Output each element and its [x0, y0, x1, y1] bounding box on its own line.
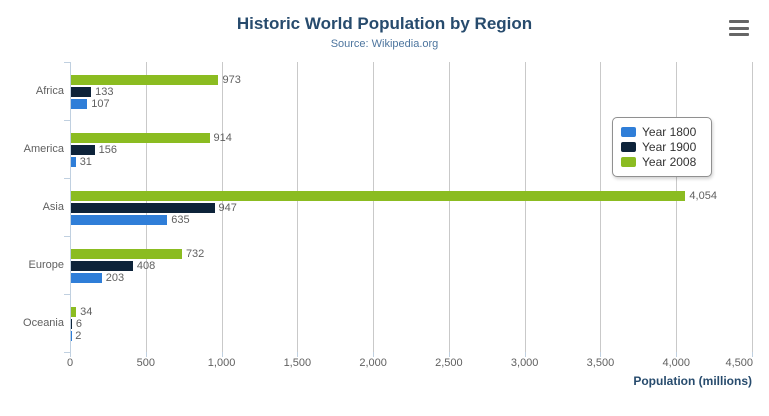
x-axis-tick-label: 4,000: [662, 357, 690, 369]
bar-asia-year-2008[interactable]: [71, 191, 686, 201]
y-axis-tick: [64, 236, 70, 237]
gridline: [752, 62, 753, 352]
data-label: 408: [136, 260, 156, 272]
x-axis-tick: [600, 352, 602, 357]
category-label-africa: Africa: [35, 85, 64, 97]
chart-title: Historic World Population by Region: [236, 14, 533, 33]
bar-asia-year-1800[interactable]: [71, 215, 168, 225]
data-label: 2: [75, 330, 82, 342]
data-label: 635: [171, 214, 190, 226]
plot-area: 973 133 107 914 156 31 4,054 947 635 732 408 203 34 6…: [70, 62, 753, 352]
data-label: 947: [218, 202, 237, 214]
bar-africa-year-1900[interactable]: [71, 87, 92, 97]
legend-item-year-2008[interactable]: Year 2008: [621, 155, 703, 169]
bar-america-year-1800[interactable]: [71, 157, 76, 167]
y-axis-tick: [64, 120, 70, 121]
x-axis-tick: [297, 352, 299, 357]
y-axis-tick: [64, 178, 70, 179]
hamburger-bar: [729, 26, 749, 30]
x-axis-tick-label: 3,000: [510, 357, 539, 369]
bar-asia-year-1900[interactable]: [71, 203, 215, 213]
bar-oceania-year-2008[interactable]: [71, 307, 77, 317]
y-axis-tick: [64, 62, 70, 63]
x-axis-tick-label: 2,000: [359, 357, 387, 369]
legend-swatch-icon: [621, 157, 636, 167]
x-axis-tick: [448, 352, 450, 357]
bar-africa-year-1800[interactable]: [71, 99, 88, 109]
legend-swatch-icon: [621, 127, 636, 137]
data-label: 31: [79, 156, 92, 168]
x-axis-tick-label: 500: [136, 357, 155, 369]
data-label: 914: [213, 132, 232, 144]
gridline: [297, 62, 299, 352]
data-label: 203: [105, 272, 125, 284]
bar-america-year-2008[interactable]: [71, 133, 210, 143]
gridline: [448, 62, 450, 352]
gridline: [600, 62, 602, 352]
legend-label: Year 1900: [642, 140, 697, 154]
data-label: 156: [98, 144, 117, 156]
data-label: 34: [80, 306, 93, 318]
x-axis-tick-label: 1,500: [283, 357, 312, 369]
chart-subtitle: Source: Wikipedia.org: [330, 38, 439, 50]
hamburger-bar: [729, 20, 749, 24]
x-axis-tick-label: 0: [66, 357, 74, 369]
bar-europe-year-2008[interactable]: [71, 249, 182, 259]
x-axis-tick-label: 1,000: [207, 357, 236, 369]
x-axis-tick: [145, 352, 147, 357]
category-label-oceania: Oceania: [23, 317, 64, 329]
bar-oceania-year-1900[interactable]: [71, 319, 72, 329]
legend: Year 1800 Year 1900 Year 2008: [612, 117, 712, 177]
x-axis-title: Population (millions): [633, 374, 752, 388]
x-axis-tick: [373, 352, 375, 357]
x-axis-tick-label: 3,500: [586, 357, 615, 369]
data-label: 973: [222, 74, 241, 86]
data-label: 4,054: [689, 190, 717, 202]
x-axis-tick: [752, 352, 753, 357]
data-label: 107: [91, 98, 110, 110]
gridline: [221, 62, 223, 352]
x-axis-tick: [524, 352, 526, 357]
x-axis-tick-label: 4,500: [725, 357, 753, 369]
bar-europe-year-1800[interactable]: [71, 273, 102, 283]
gridline: [373, 62, 375, 352]
y-axis-tick: [64, 352, 70, 353]
data-label: 732: [185, 248, 205, 260]
x-axis-tick: [221, 352, 223, 357]
hamburger-bar: [729, 33, 749, 37]
data-label: 6: [75, 318, 83, 330]
y-axis-tick: [64, 294, 70, 295]
gridline: [676, 62, 678, 352]
category-label-asia: Asia: [42, 201, 64, 213]
category-label-europe: Europe: [28, 259, 64, 271]
x-axis-tick-label: 2,500: [435, 357, 463, 369]
legend-item-year-1900[interactable]: Year 1900: [621, 140, 703, 154]
x-axis-tick: [676, 352, 678, 357]
gridline: [524, 62, 526, 352]
bar-europe-year-1900[interactable]: [71, 261, 133, 271]
bar-africa-year-2008[interactable]: [71, 75, 219, 85]
legend-label: Year 1800: [642, 125, 697, 139]
category-label-america: America: [23, 143, 64, 155]
legend-label: Year 2008: [642, 155, 697, 169]
data-label: 133: [95, 86, 114, 98]
hamburger-menu-icon[interactable]: [727, 20, 751, 40]
legend-swatch-icon: [621, 142, 636, 152]
bar-america-year-1900[interactable]: [71, 145, 95, 155]
x-axis-tick: [70, 352, 71, 357]
legend-item-year-1800[interactable]: Year 1800: [621, 125, 703, 139]
